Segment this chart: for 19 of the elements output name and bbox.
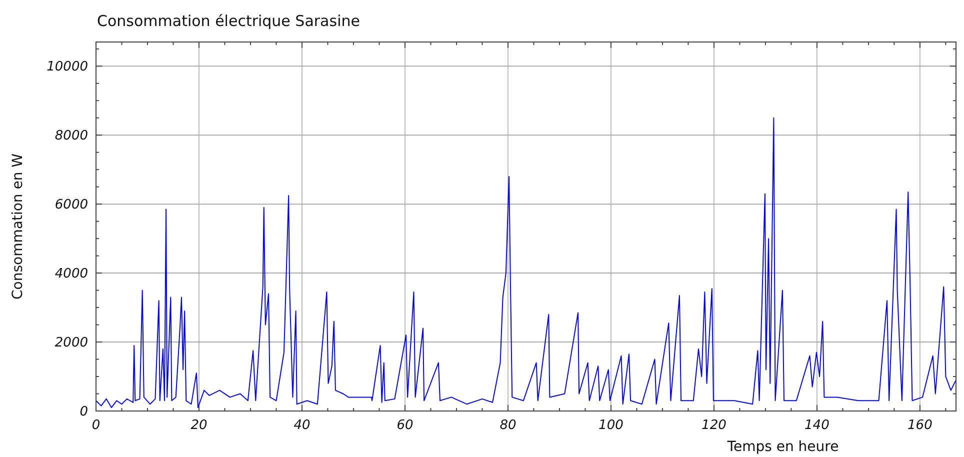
x-tick-label: 100 [598,418,624,433]
x-tick-label: 120 [702,418,726,433]
y-tick-label: 10000 [46,60,88,75]
x-tick-label: 80 [500,418,516,433]
x-tick-label: 160 [908,418,932,433]
y-tick-label: 2000 [54,336,88,351]
x-tick-label: 0 [92,418,100,433]
line-series [96,117,956,408]
x-tick-label: 20 [190,418,208,433]
x-axis-title: Temps en heure [726,439,839,455]
y-tick-label: 0 [80,404,88,420]
x-tick-label: 140 [804,418,830,433]
y-axis-title: Consommation en W [10,153,26,300]
x-tick-label: 60 [396,418,414,433]
y-tick-label: 4000 [54,266,88,282]
y-tick-label: 6000 [54,198,88,213]
x-tick-label: 40 [294,418,310,433]
chart-title: Consommation électrique Sarasine [97,12,360,30]
y-tick-label: 8000 [54,128,88,144]
